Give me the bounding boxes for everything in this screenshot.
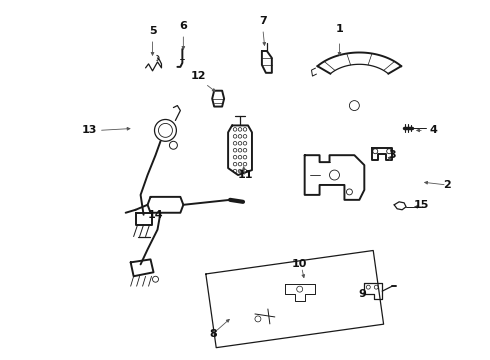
Text: 8: 8 bbox=[209, 329, 217, 339]
Text: 4: 4 bbox=[430, 125, 438, 135]
Text: 14: 14 bbox=[147, 210, 163, 220]
Text: 13: 13 bbox=[81, 125, 97, 135]
Text: 7: 7 bbox=[259, 16, 267, 26]
Text: 1: 1 bbox=[336, 24, 343, 34]
Text: 15: 15 bbox=[413, 200, 429, 210]
Text: 9: 9 bbox=[358, 289, 366, 299]
Text: 6: 6 bbox=[179, 21, 187, 31]
Text: 2: 2 bbox=[443, 180, 451, 190]
Text: 3: 3 bbox=[389, 150, 396, 160]
Text: 5: 5 bbox=[148, 26, 156, 36]
Text: 11: 11 bbox=[237, 170, 253, 180]
Text: 12: 12 bbox=[191, 71, 206, 81]
Text: 10: 10 bbox=[292, 259, 307, 269]
